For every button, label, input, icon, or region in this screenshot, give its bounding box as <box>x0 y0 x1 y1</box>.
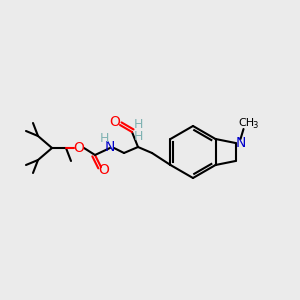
Text: O: O <box>99 163 110 177</box>
Text: N: N <box>235 136 246 150</box>
Text: H: H <box>99 133 109 146</box>
Text: O: O <box>110 115 120 129</box>
Text: H: H <box>133 118 143 130</box>
Text: O: O <box>74 141 84 155</box>
Text: N: N <box>105 140 115 154</box>
Text: 3: 3 <box>253 122 258 130</box>
Text: CH: CH <box>238 118 255 128</box>
Text: H: H <box>133 130 143 143</box>
